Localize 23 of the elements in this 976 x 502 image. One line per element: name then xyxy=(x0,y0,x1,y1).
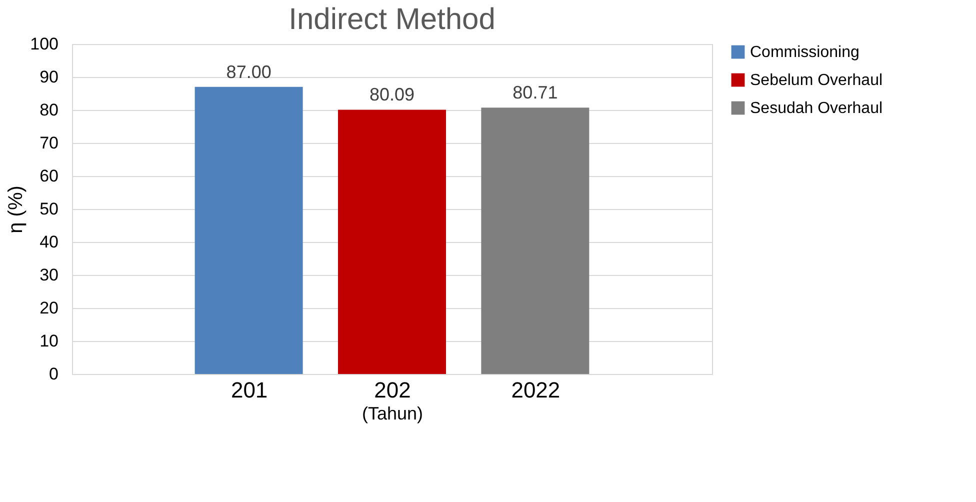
y-tick-label: 40 xyxy=(40,232,58,252)
y-tick-label: 10 xyxy=(40,332,58,350)
legend-label: Sesudah Overhaul xyxy=(750,100,883,117)
x-tick-label: 201 xyxy=(230,378,268,402)
data-label: 87.00 xyxy=(226,62,272,82)
legend-label: Commissioning xyxy=(750,44,860,61)
chart-title: Indirect Method xyxy=(288,3,496,36)
y-tick-label: 0 xyxy=(49,364,58,384)
x-tick-label: 2022 xyxy=(511,378,560,402)
y-tick-label: 70 xyxy=(40,134,58,152)
data-label: 80.71 xyxy=(512,82,558,103)
x-tick-label: 202 xyxy=(374,378,411,402)
y-tick-label: 60 xyxy=(40,166,58,186)
data-label: 80.09 xyxy=(369,84,415,105)
y-tick-label: 50 xyxy=(40,200,58,218)
x-axis-title: (Tahun) xyxy=(362,404,424,424)
y-tick-label: 100 xyxy=(30,34,58,54)
y-tick-label: 80 xyxy=(40,100,58,120)
legend-label: Sebelum Overhaul xyxy=(750,72,883,89)
y-tick-label: 90 xyxy=(40,68,58,86)
y-tick-label: 20 xyxy=(40,298,58,318)
y-axis-title: η (%) xyxy=(5,186,28,234)
y-tick-label: 30 xyxy=(40,266,58,284)
